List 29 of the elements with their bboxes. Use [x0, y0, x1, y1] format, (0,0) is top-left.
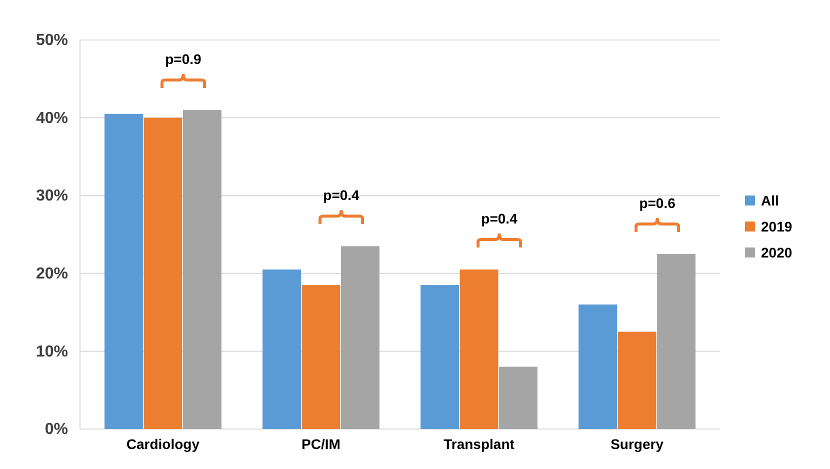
y-tick-label: 50%: [36, 32, 68, 50]
legend-label: All: [761, 192, 779, 208]
annotation: p=0.6: [639, 194, 676, 211]
bar: [460, 270, 498, 429]
x-tick-label: PC/IM: [302, 436, 340, 452]
x-tick-label: Transplant: [444, 436, 515, 452]
x-tick-label: Cardiology: [126, 436, 200, 452]
bar: [104, 114, 143, 429]
bar: [618, 332, 656, 429]
annotation: p=0.4: [323, 187, 360, 204]
y-tick-label: 40%: [36, 110, 68, 127]
bar: [657, 254, 696, 429]
y-tick-label: 0%: [44, 421, 68, 438]
y-tick-label: 10%: [36, 343, 68, 360]
annotation: p=0.9: [165, 51, 202, 68]
bar: [262, 270, 301, 429]
bar: [182, 110, 222, 429]
legend-label: 2019: [761, 218, 792, 234]
y-tick-label: 30%: [36, 188, 68, 205]
bar: [420, 285, 459, 429]
annotation: p=0.4: [481, 210, 518, 227]
bar: [578, 304, 618, 429]
y-tick-label: 20%: [36, 266, 68, 283]
bar: [302, 285, 340, 429]
bar: [341, 246, 380, 429]
x-tick-label: Surgery: [610, 436, 664, 452]
legend-label: 2020: [761, 244, 792, 260]
bar: [499, 366, 538, 429]
bar: [144, 118, 182, 429]
